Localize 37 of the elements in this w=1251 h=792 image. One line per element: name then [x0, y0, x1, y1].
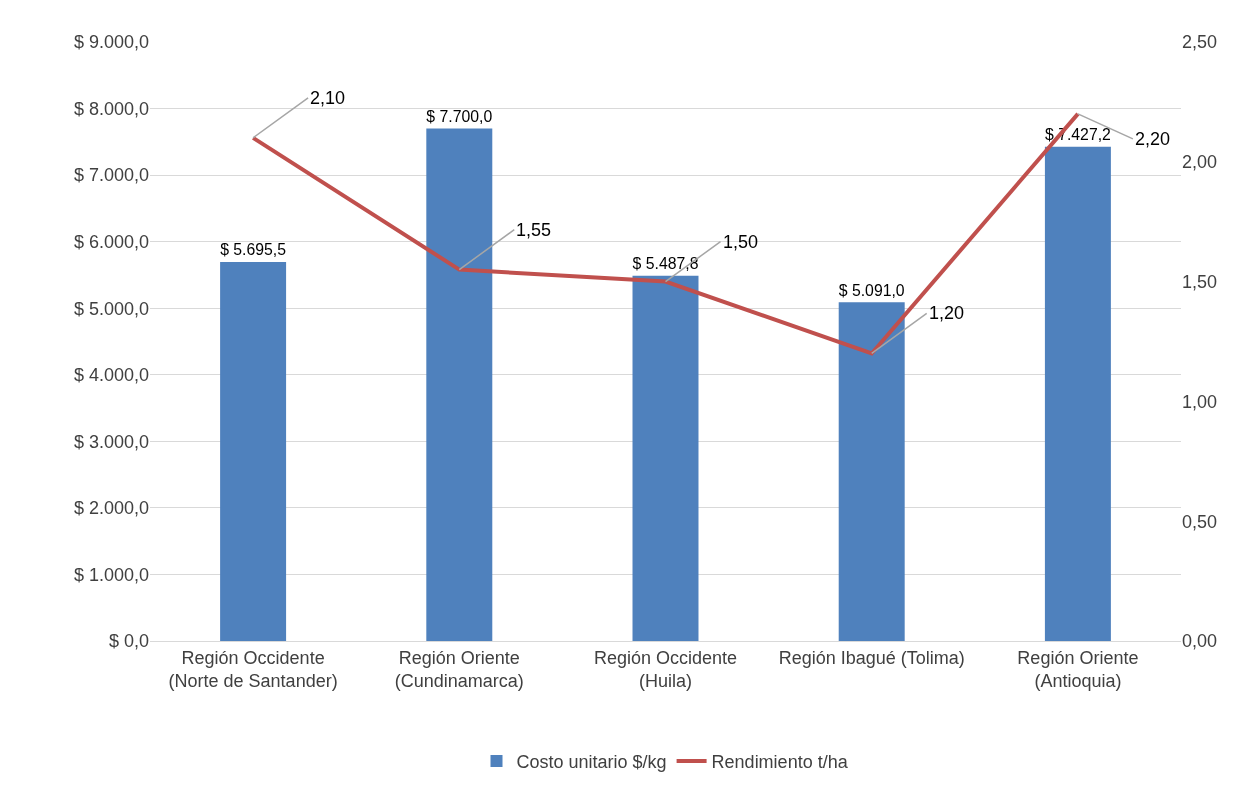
y-tick-label: $ 4.000,0 — [73, 365, 149, 386]
bar — [426, 128, 493, 641]
data-label: $ 5.487,8 — [632, 255, 699, 273]
y-tick-label: $ 6.000,0 — [73, 231, 149, 252]
legend-label: Rendimiento t/ha — [711, 752, 849, 773]
data-label: 1,55 — [516, 220, 552, 240]
x-tick-label: Región Ibagué (Tolima) — [778, 647, 965, 668]
y-tick-label: $ 7.000,0 — [73, 165, 149, 186]
y2-tick-label: 0,50 — [1182, 511, 1218, 532]
x-tick-label: Región Oriente (Antioquia) — [1017, 647, 1139, 691]
x-tick-label: Región Oriente (Cundinamarca) — [394, 647, 524, 691]
legend-label: Costo unitario $/kg — [516, 752, 667, 773]
y-tick-label: $ 1.000,0 — [73, 564, 149, 585]
data-label: $ 5.695,5 — [220, 241, 287, 259]
x-tick-label: Región Occidente (Norte de Santander) — [168, 647, 338, 691]
y2-tick-label: 0,00 — [1182, 631, 1218, 652]
bar — [632, 275, 699, 641]
data-label: 1,50 — [723, 232, 759, 252]
x-tick-label: Región Occidente (Huila) — [593, 647, 738, 691]
data-label: $ 7.700,0 — [426, 108, 493, 125]
y2-tick-label: 1,00 — [1182, 391, 1218, 412]
data-label: 2,10 — [310, 88, 346, 108]
y2-tick-label: 2,00 — [1182, 152, 1218, 173]
y2-tick-label: 2,50 — [1182, 32, 1218, 53]
y-tick-label: $ 5.000,0 — [73, 298, 149, 319]
data-label: 2,20 — [1135, 129, 1171, 149]
y-tick-label: $ 9.000,0 — [73, 32, 149, 53]
data-label: $ 5.091,0 — [838, 281, 905, 299]
y-tick-label: $ 0,0 — [108, 631, 149, 652]
data-label: 1,20 — [929, 303, 965, 323]
bar — [1044, 146, 1111, 641]
bar — [220, 261, 287, 641]
y-tick-label: $ 8.000,0 — [73, 98, 149, 119]
y-tick-label: $ 2.000,0 — [73, 498, 149, 519]
y-tick-label: $ 3.000,0 — [73, 431, 149, 452]
y2-tick-label: 1,50 — [1182, 271, 1218, 292]
bar — [838, 302, 905, 641]
